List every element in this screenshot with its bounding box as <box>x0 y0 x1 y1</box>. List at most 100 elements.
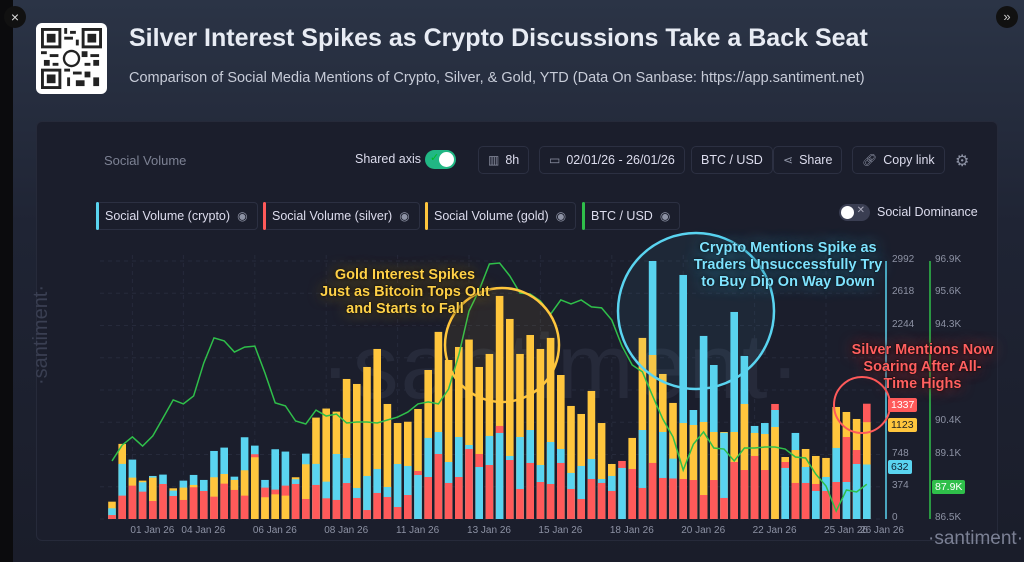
link-icon: 🔗︎ <box>862 153 878 167</box>
bar-social-volume-silver- <box>801 482 810 519</box>
interval-value: 8h <box>505 153 520 167</box>
bar-social-volume-gold- <box>638 337 647 519</box>
bar-social-volume-silver- <box>230 489 239 519</box>
bar-social-volume-crypto- <box>842 482 851 519</box>
y-right-tick-label: 96.9K <box>935 254 962 265</box>
y-right-tick-label: 94.3K <box>935 318 962 330</box>
y-right-tick-label: 86.5K <box>935 512 962 523</box>
bar-social-volume-silver- <box>699 495 708 519</box>
bar-social-volume-silver- <box>455 477 463 519</box>
x-tick-label: 20 Jan 26 <box>681 525 726 536</box>
bar-social-volume-silver- <box>557 462 565 519</box>
page-subtitle: Comparison of Social Media Mentions of C… <box>129 70 865 86</box>
eye-icon[interactable]: ◉ <box>555 209 567 223</box>
x-tick-label: 25 Jan 26 <box>824 525 868 536</box>
bar-social-volume-silver- <box>485 465 494 519</box>
bar-social-volume-silver- <box>322 498 330 519</box>
bar-social-volume-silver- <box>383 497 392 519</box>
bar-social-volume-silver- <box>353 497 361 519</box>
bar-social-volume-gold- <box>475 366 483 519</box>
bar-social-volume-gold- <box>557 374 565 519</box>
legend-label: Social Volume (gold) <box>434 209 549 223</box>
x-tick-label: 04 Jan 26 <box>181 525 226 536</box>
interval-button[interactable]: ▥ 8h <box>478 146 530 174</box>
x-tick-label: 15 Jan 26 <box>538 525 583 536</box>
legend-silver[interactable]: Social Volume (silver) ◉ <box>263 202 420 230</box>
shared-axis-label: Shared axis <box>355 152 422 166</box>
legend-btc[interactable]: BTC / USD ◉ <box>582 202 681 230</box>
bar-social-volume-silver- <box>128 485 137 519</box>
bar-social-volume-crypto- <box>546 441 555 519</box>
bar-social-volume-crypto- <box>414 475 422 519</box>
bar-social-volume-gold- <box>302 464 310 519</box>
y-right-tick-label: 95.6K <box>935 286 962 298</box>
bar-social-volume-silver- <box>740 470 749 519</box>
x-tick-label: 18 Jan 26 <box>609 525 654 536</box>
pair-button[interactable]: BTC / USD <box>691 146 773 174</box>
shared-axis-toggle[interactable]: ✓ <box>425 150 456 169</box>
bar-social-volume-silver- <box>434 453 443 519</box>
bar-social-volume-crypto- <box>618 467 626 519</box>
bar-social-volume-silver- <box>138 491 147 519</box>
eye-icon[interactable]: ◉ <box>659 209 671 223</box>
bar-social-volume-gold- <box>516 353 524 519</box>
copy-link-button[interactable]: 🔗︎ Copy link <box>852 146 945 174</box>
bar-social-volume-silver- <box>444 482 453 519</box>
annotation-silver: Silver Mentions Now Soaring After All-Ti… <box>851 342 994 393</box>
bar-social-volume-silver- <box>108 515 116 519</box>
eye-icon[interactable]: ◉ <box>237 209 248 223</box>
date-range-button[interactable]: ▭ 02/01/26 - 26/01/26 <box>539 146 685 174</box>
legend-crypto[interactable]: Social Volume (crypto) ◉ <box>96 202 258 230</box>
bar-social-volume-gold- <box>536 348 545 519</box>
eye-icon[interactable]: ◉ <box>399 209 410 223</box>
bar-social-volume-silver- <box>149 500 157 519</box>
social-dominance-toggle[interactable]: ✕ <box>839 204 870 221</box>
bar-social-volume-silver- <box>791 482 800 519</box>
candle-icon: ▥ <box>488 153 500 167</box>
bar-social-volume-gold- <box>240 470 249 519</box>
close-icon[interactable]: × <box>4 6 26 28</box>
bar-social-volume-gold- <box>689 425 698 519</box>
share-button[interactable]: ⋖ Share <box>773 146 843 174</box>
bar-social-volume-silver- <box>332 499 341 519</box>
page-title: Silver Interest Spikes as Crypto Discuss… <box>129 24 868 52</box>
check-icon: ✓ <box>430 152 440 164</box>
bar-social-volume-gold- <box>546 337 555 519</box>
social-dominance-label: Social Dominance <box>877 205 978 219</box>
bar-social-volume-crypto- <box>679 274 687 519</box>
bar-social-volume-silver- <box>659 477 667 519</box>
bar-social-volume-gold- <box>373 348 381 519</box>
legend-swatch <box>582 202 585 230</box>
bar-social-volume-silver- <box>679 478 687 519</box>
annotation-gold: Gold Interest Spikes Just as Bitcoin Top… <box>320 267 490 318</box>
bar-social-volume-silver- <box>577 498 585 519</box>
gear-icon[interactable]: ⚙ <box>955 153 970 170</box>
bar-social-volume-silver- <box>159 483 167 519</box>
bar-social-volume-crypto- <box>475 467 483 519</box>
x-tick-label: 26 Jan 26 <box>860 525 904 536</box>
legend-gold[interactable]: Social Volume (gold) ◉ <box>425 202 577 230</box>
bar-social-volume-silver- <box>169 495 177 519</box>
last-value-crypto: 632 <box>888 460 912 474</box>
btc-price-line <box>111 262 868 513</box>
bar-social-volume-gold- <box>526 334 534 519</box>
x-tick-label: 01 Jan 26 <box>130 525 175 536</box>
bar-social-volume-silver- <box>506 460 514 519</box>
y-left-tick-label: 374 <box>892 479 909 491</box>
bar-social-volume-silver- <box>179 499 188 519</box>
bar-social-volume-silver- <box>567 488 575 519</box>
bar-social-volume-silver- <box>516 488 524 519</box>
bar-social-volume-gold- <box>271 494 279 519</box>
bar-social-volume-crypto- <box>108 508 116 519</box>
bar-social-volume-crypto- <box>516 436 524 519</box>
bar-social-volume-gold- <box>414 408 422 519</box>
crypto-highlight-circle <box>616 231 776 391</box>
expand-icon[interactable]: » <box>996 6 1018 28</box>
legend-label: Social Volume (crypto) <box>105 209 231 223</box>
x-tick-label: 13 Jan 26 <box>467 525 511 536</box>
bar-social-volume-gold- <box>281 495 290 519</box>
bar-social-volume-crypto- <box>393 463 402 519</box>
bar-social-volume-gold- <box>465 339 473 519</box>
calendar-icon: ▭ <box>549 153 561 167</box>
